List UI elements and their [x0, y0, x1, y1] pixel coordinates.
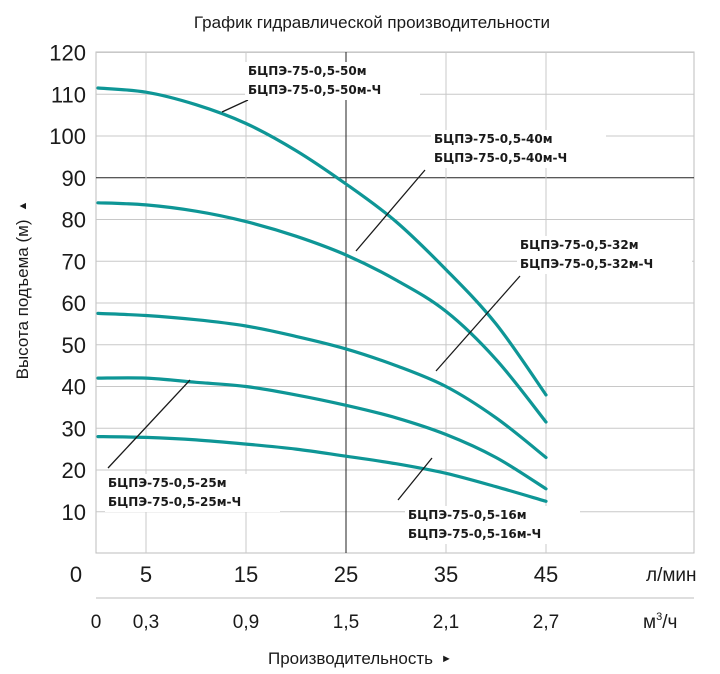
annotation-leader-lines [107, 99, 521, 501]
x-tick-label-lmin: 5 [140, 562, 152, 587]
y-tick-label: 110 [51, 82, 86, 107]
annotation-bg [517, 236, 692, 274]
series-annotation-1: БЦПЭ-75-0,5-50м БЦПЭ-75-0,5-50м-Ч [245, 62, 420, 100]
leader-line-2 [355, 169, 426, 252]
y-tick-label: 100 [49, 124, 86, 149]
x-tick-label-lmin: 35 [434, 562, 458, 587]
annotation-line-1: БЦПЭ-75-0,5-50м [248, 64, 367, 78]
series-annotation-4: БЦПЭ-75-0,5-25м БЦПЭ-75-0,5-25м-Ч [105, 474, 280, 512]
annotation-line-2: БЦПЭ-75-0,5-16м-Ч [408, 527, 541, 541]
x-tick-label-lmin: 15 [234, 562, 258, 587]
x-tick-label-m3h: 0 [91, 612, 102, 633]
x-tick-label-m3h: 0,9 [233, 612, 259, 633]
x-unit-m3h: м3/ч [643, 611, 677, 633]
leader-line-1 [221, 99, 249, 113]
annotation-bg [431, 130, 606, 168]
series-annotation-5: БЦПЭ-75-0,5-16м БЦПЭ-75-0,5-16м-Ч [405, 506, 580, 544]
x-tick-labels-m3h: 0 0,3 0,9 1,5 2,1 2,7 [91, 612, 560, 633]
x-tick-labels-lmin: 0 5 15 25 35 45 [70, 562, 558, 587]
series-annotation-2: БЦПЭ-75-0,5-40м БЦПЭ-75-0,5-40м-Ч [431, 130, 606, 168]
x-tick-label-lmin: 45 [534, 562, 558, 587]
series-line-2 [96, 201, 548, 424]
y-tick-label: 40 [62, 375, 86, 400]
x-tick-label-m3h: 0,3 [133, 612, 159, 633]
series-line-5 [96, 435, 548, 503]
annotation-line-2: БЦПЭ-75-0,5-40м-Ч [434, 151, 567, 165]
leader-line-3 [435, 275, 521, 372]
x-unit-lmin: л/мин [646, 565, 697, 586]
series-annotation-3: БЦПЭ-75-0,5-32м БЦПЭ-75-0,5-32м-Ч [517, 236, 692, 274]
series-annotations: БЦПЭ-75-0,5-50мБЦПЭ-75-0,5-50м-ЧБЦПЭ-75-… [105, 62, 692, 544]
y-tick-label: 60 [62, 291, 86, 316]
chart-title: График гидравлической производительности [194, 13, 550, 32]
annotation-line-2: БЦПЭ-75-0,5-50м-Ч [248, 83, 381, 97]
performance-curves [96, 86, 548, 503]
y-tick-label: 90 [62, 166, 86, 191]
y-tick-label: 80 [62, 208, 86, 233]
y-tick-labels: 10 20 30 40 50 60 70 80 90 100 110 120 [49, 41, 86, 525]
annotation-line-1: БЦПЭ-75-0,5-16м [408, 508, 527, 522]
x-tick-label-m3h: 2,1 [433, 612, 459, 633]
x-axis-title: Производительность ► [268, 649, 452, 668]
annotation-line-2: БЦПЭ-75-0,5-25м-Ч [108, 495, 241, 509]
leader-line-4 [107, 379, 191, 469]
x-tick-label-m3h: 2,7 [533, 612, 559, 633]
series-line-3 [96, 311, 548, 460]
annotation-bg [245, 62, 420, 100]
y-axis-title: Высота подъема (м)▲ [13, 201, 32, 380]
annotation-line-1: БЦПЭ-75-0,5-40м [434, 132, 553, 146]
y-tick-label: 10 [62, 500, 86, 525]
y-tick-label: 30 [62, 416, 86, 441]
leader-line-5 [397, 457, 433, 501]
annotation-line-1: БЦПЭ-75-0,5-25м [108, 476, 227, 490]
annotation-line-2: БЦПЭ-75-0,5-32м-Ч [520, 257, 653, 271]
x-tick-label-m3h: 1,5 [333, 612, 359, 633]
series-line-1 [96, 86, 548, 397]
x-tick-label-lmin: 0 [70, 562, 82, 587]
series-line-4 [96, 376, 548, 491]
annotation-bg [405, 506, 580, 544]
y-tick-label: 50 [62, 333, 86, 358]
x-tick-label-lmin: 25 [334, 562, 358, 587]
annotation-bg [105, 474, 280, 512]
y-tick-label: 70 [62, 249, 86, 274]
y-tick-label: 20 [62, 458, 86, 483]
y-tick-label: 120 [49, 41, 86, 66]
annotation-line-1: БЦПЭ-75-0,5-32м [520, 238, 639, 252]
